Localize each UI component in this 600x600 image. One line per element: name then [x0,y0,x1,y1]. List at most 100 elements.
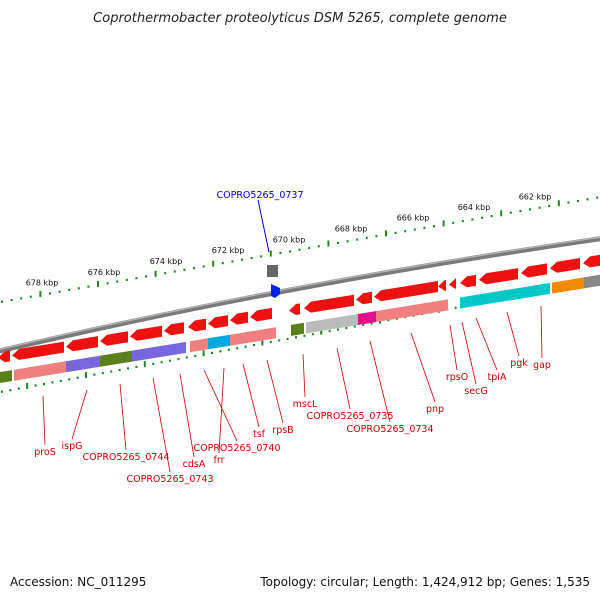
gene-label[interactable]: COPRO5265_0744 [82,452,169,463]
scale-dot [298,248,301,251]
scale-dot [116,280,119,283]
gene-arrow[interactable] [230,331,250,346]
gene-arrow[interactable] [66,355,100,373]
topology-text: Topology: circular; Length: 1,424,912 bp… [259,575,590,589]
gene-arrow[interactable] [208,334,230,350]
gene-arrow[interactable] [552,277,584,294]
scale-dot [413,228,416,231]
selected-gene-block[interactable] [267,265,278,277]
gene-label[interactable]: COPRO5265_0734 [346,424,433,435]
inner-dot [68,378,71,381]
inner-dot [1,390,3,393]
gene-arrow[interactable] [358,311,376,325]
scale-dot [461,220,464,223]
gene-arrow[interactable] [188,318,206,332]
selected-gene-marker[interactable] [271,284,280,298]
gene-arrow[interactable] [12,341,64,360]
scale-dot [452,221,455,224]
inner-major-tick [85,372,87,379]
scale-major-tick [154,270,157,277]
scale-dot [365,236,368,239]
gene-arrow[interactable] [100,331,128,346]
gene-arrow[interactable] [66,336,98,352]
gene-arrow[interactable] [164,322,184,336]
scale-dot [58,290,61,293]
gene-arrow[interactable] [14,361,66,381]
gene-arrow[interactable] [550,258,580,273]
scale-dot [10,299,13,302]
gene-arrow[interactable] [356,291,372,305]
gene-arrow[interactable] [0,350,10,363]
gene-arrow[interactable] [449,278,456,290]
gene-label[interactable]: COPRO5265_0743 [126,474,213,485]
scale-major-tick [97,280,99,287]
inner-dot [185,356,188,359]
gene-arrow[interactable] [482,288,518,305]
gene-label[interactable]: tsf [253,429,266,440]
gene-arrow[interactable] [521,263,547,278]
inner-dot [227,348,230,351]
scale-dot [202,265,205,268]
gene-arrow[interactable] [132,341,186,362]
gene-leader [369,340,391,423]
gene-arrow[interactable] [304,294,354,313]
gene-arrow[interactable] [306,314,358,334]
gene-label[interactable]: secG [464,386,487,397]
gene-label[interactable]: proS [34,447,56,458]
gene-label[interactable]: ispG [62,441,83,452]
gene-arrow[interactable] [100,350,132,367]
gene-label[interactable]: pnp [426,404,444,415]
gene-label[interactable]: COPRO5265_0735 [306,411,393,422]
gene-label[interactable]: pgk [510,358,528,369]
gene-arrow[interactable] [460,274,476,288]
scale-label: 672 kbp [212,246,245,255]
inner-major-tick [320,328,323,335]
scale-dot [548,204,551,208]
gene-arrow[interactable] [250,327,276,343]
gene-arrow[interactable] [374,281,438,302]
inner-dot [152,362,155,365]
gene-arrow[interactable] [376,299,448,323]
inner-dot [454,306,457,309]
gene-arrow[interactable] [583,254,600,268]
gene-label[interactable]: mscL [293,399,318,410]
gene-label[interactable]: gap [533,360,551,371]
scale-dot [471,218,474,221]
gene-arrow[interactable] [438,279,446,291]
gene-arrow[interactable] [208,315,228,329]
inner-major-tick [202,350,205,357]
inner-dot [127,367,129,370]
gene-label[interactable]: rpsO [446,372,468,383]
scale-dot [346,240,349,243]
gene-arrow[interactable] [190,338,208,353]
gene-label[interactable]: tpiA [488,372,507,383]
scale-major-tick [442,220,445,227]
scale-dot [519,209,522,213]
inner-dot [328,330,331,333]
scale-dot [481,216,483,219]
forward-strand-genes [0,254,600,363]
gene-arrow[interactable] [479,268,518,285]
gene-arrow[interactable] [250,307,272,322]
gene-label[interactable]: COPRO5265_0740 [193,443,280,454]
gene-arrow[interactable] [460,293,482,309]
scale-dot [1,300,3,303]
gene-arrow[interactable] [518,282,550,300]
gene-label[interactable]: cdsA [183,459,206,470]
gene-arrow[interactable] [0,370,12,383]
selected-gene-label[interactable]: COPRO5265_0737 [216,190,303,201]
scale-dot [567,201,570,204]
scale-label: 664 kbp [458,203,491,212]
scale-label: 670 kbp [273,235,306,244]
gene-arrow[interactable] [230,311,248,325]
gene-arrow[interactable] [584,274,600,289]
gene-arrow[interactable] [291,322,304,336]
inner-dot [345,326,348,330]
gene-label[interactable]: rpsB [272,425,293,436]
gene-arrow[interactable] [289,303,300,315]
gene-leader [461,321,477,385]
gene-label[interactable]: frr [214,455,225,466]
inner-dot [76,376,79,379]
gene-arrow[interactable] [130,325,162,341]
